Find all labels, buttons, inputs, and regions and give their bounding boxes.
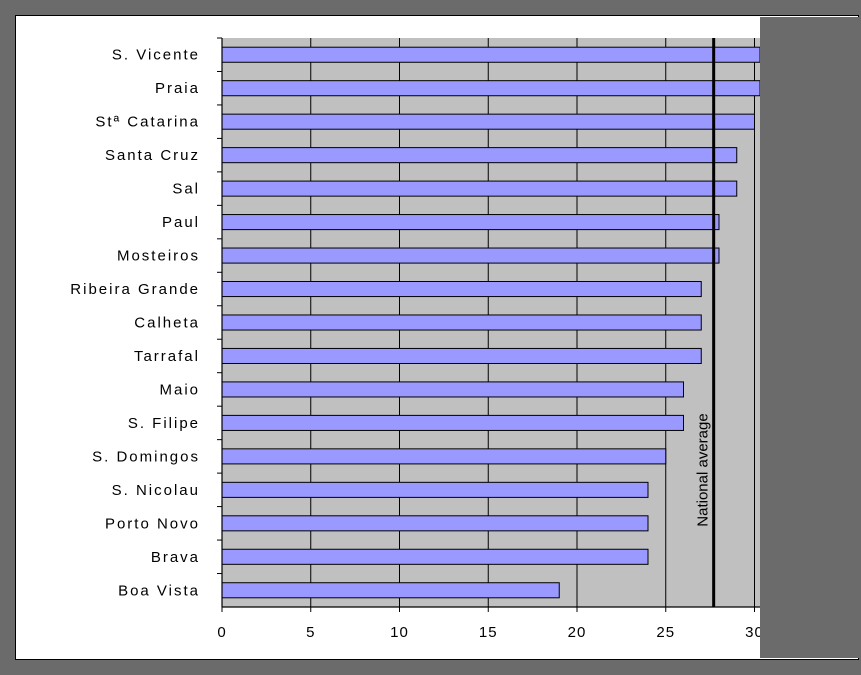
- x-tick-label: 25: [656, 624, 675, 641]
- national-average-label: National average: [695, 413, 712, 526]
- x-tick-label: 30: [745, 624, 764, 641]
- bar-calheta: [221, 314, 702, 331]
- bar-s-vicente: [221, 46, 761, 63]
- category-label: Stª Catarina: [95, 114, 200, 131]
- category-label: Porto Novo: [105, 515, 200, 532]
- category-label: Praia: [155, 80, 200, 97]
- category-label: Paul: [162, 214, 200, 231]
- bar-s-filipe: [221, 414, 684, 431]
- bar-mosteiros: [221, 247, 720, 264]
- bar-praia: [221, 80, 761, 97]
- category-labels: S. Vicente Praia Stª Catarina Santa Cruz Sal…: [70, 37, 222, 599]
- category-label: S. Domingos: [92, 448, 200, 465]
- bar-brava: [221, 548, 649, 565]
- bar-boa-vista: [221, 582, 560, 599]
- x-tick-label: 20: [568, 624, 587, 641]
- x-tick-label: 10: [390, 624, 409, 641]
- bar-santa-cruz: [221, 147, 738, 164]
- bar-ribeira-grande: [221, 280, 702, 298]
- category-label: Calheta: [134, 315, 200, 332]
- category-label: Mosteiros: [117, 248, 200, 265]
- bar-sal: [221, 180, 738, 197]
- bar-s-nicolau: [221, 481, 649, 498]
- bar-s-domingos: [221, 448, 667, 465]
- category-label: S. Vicente: [112, 47, 200, 64]
- x-tick-label: 15: [479, 624, 498, 641]
- bars: [221, 46, 761, 599]
- category-label: Tarrafal: [134, 348, 200, 365]
- category-label: S. Filipe: [128, 415, 200, 432]
- x-tick-labels: 0 5 10 15 20 25 30: [217, 607, 764, 641]
- x-tick-label: 5: [306, 624, 315, 641]
- category-label: Sal: [172, 181, 200, 198]
- category-label: Brava: [151, 549, 200, 566]
- category-label: Santa Cruz: [105, 147, 200, 164]
- axes: [221, 38, 760, 608]
- bar-st-catarina: [221, 113, 755, 130]
- bar-maio: [221, 381, 684, 398]
- category-label: Ribeira Grande: [70, 281, 200, 298]
- category-label: Boa Vista: [118, 582, 200, 599]
- bar-paul: [221, 214, 720, 231]
- cropped-side-panel: [760, 17, 861, 658]
- x-tick-label: 0: [217, 624, 226, 641]
- category-label: S. Nicolau: [112, 482, 200, 499]
- bar-tarrafal: [221, 347, 702, 365]
- bar-porto-novo: [221, 515, 649, 532]
- category-label: Maio: [159, 381, 200, 398]
